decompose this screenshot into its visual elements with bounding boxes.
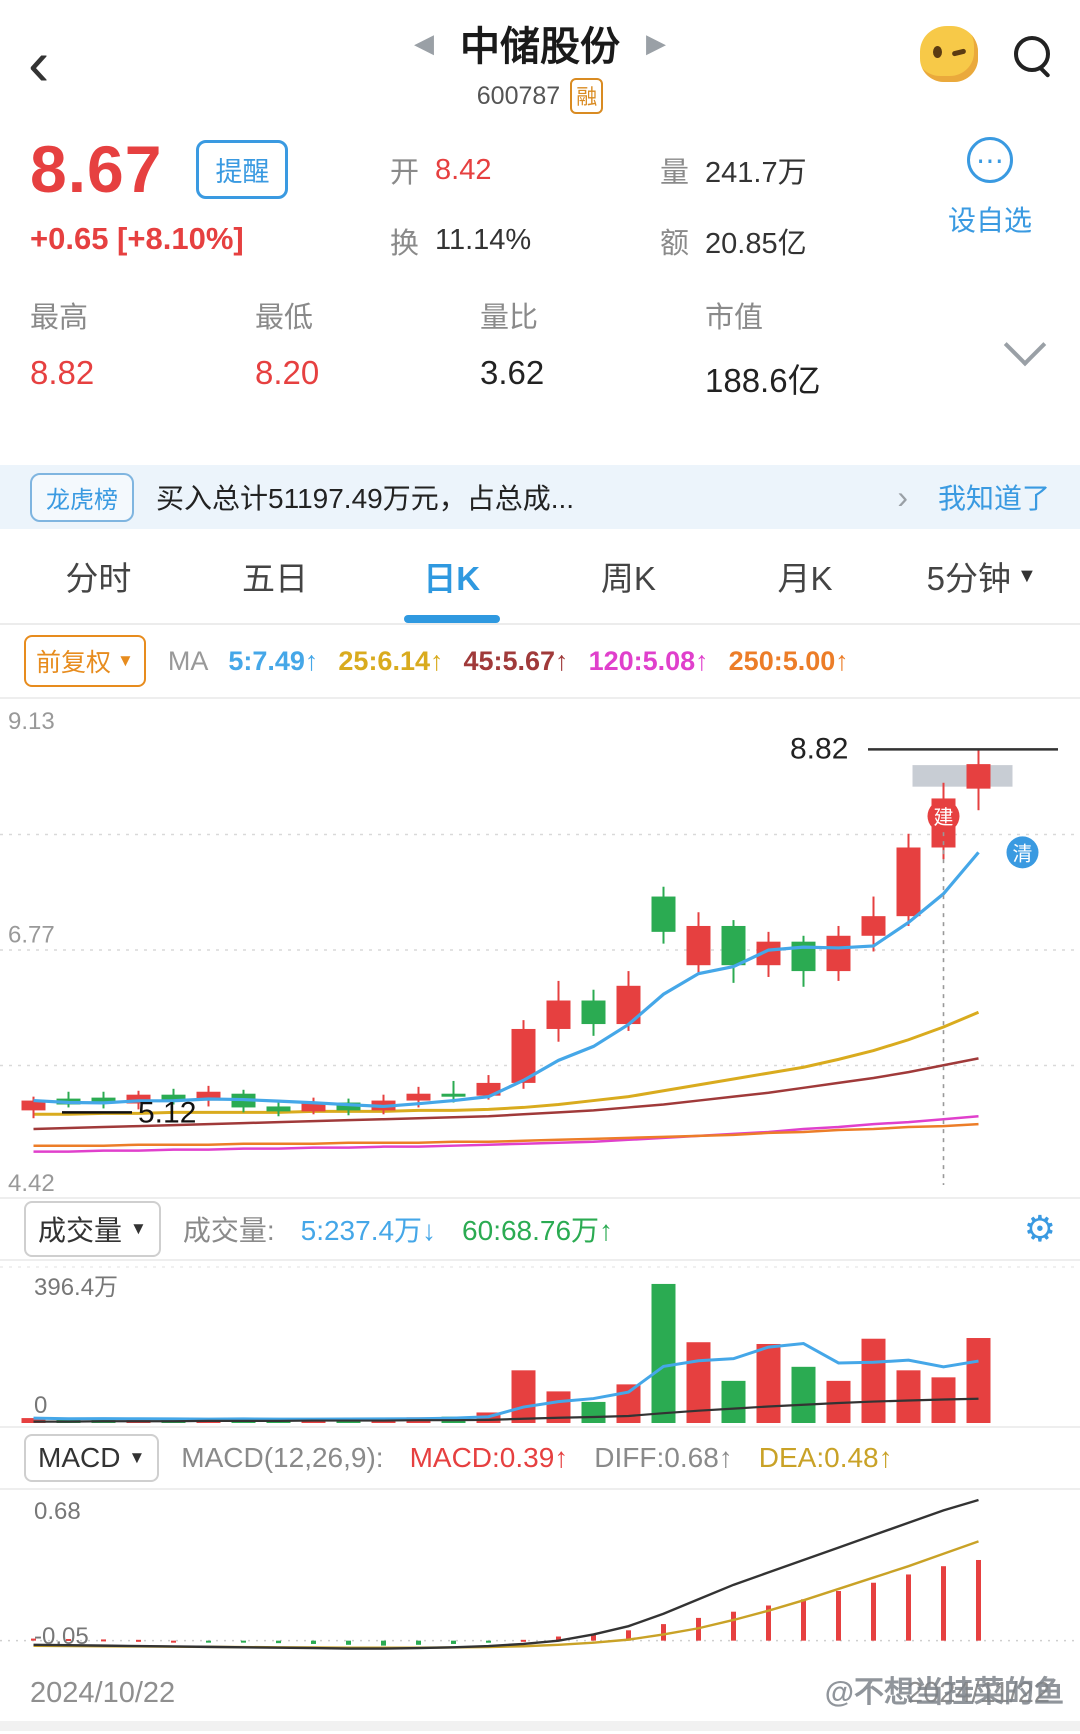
macd-header: MACD ▼ MACD(12,26,9): MACD:0.39↑ DIFF:0.6…	[0, 1426, 1080, 1490]
ma-legend-row: 前复权 ▼ MA 5:7.49↑ 25:6.14↑ 45:5.67↑ 120:5.…	[0, 625, 1080, 697]
diff-value-legend: DIFF:0.68↑	[594, 1442, 733, 1473]
adjust-mode-selector[interactable]: 前复权 ▼	[24, 635, 146, 687]
stat-market-cap: 市值 188.6亿	[705, 302, 821, 399]
svg-text:6.77: 6.77	[8, 921, 55, 948]
macd-min-label: -0.05	[34, 1623, 89, 1650]
chevron-right-icon: ›	[897, 478, 908, 515]
prev-stock-icon[interactable]: ◀	[414, 27, 434, 58]
volume-indicator-selector[interactable]: 成交量 ▼	[24, 1201, 161, 1257]
open-label: 开	[390, 157, 420, 190]
next-stock-icon[interactable]: ▶	[646, 27, 666, 58]
stat-volume-ratio: 量比 3.62	[480, 302, 545, 391]
svg-text:清: 清	[1013, 842, 1033, 865]
date-axis: 2024/10/22 2024/11/22 @不想当挂菜的鱼	[0, 1665, 1080, 1721]
open-value: 8.42	[435, 153, 492, 186]
tab-monthly-k[interactable]: 月K	[777, 560, 833, 597]
stock-title: 中储股份	[460, 25, 620, 69]
ma120-legend: 120:5.08↑	[588, 645, 709, 676]
macd-max-label: 0.68	[34, 1498, 81, 1525]
end-date-label: 2024/11/22	[907, 1676, 1050, 1709]
amount-value: 20.85亿	[705, 227, 807, 260]
dropdown-icon: ▼	[130, 1219, 147, 1238]
ma-prefix: MA	[167, 645, 209, 676]
amount-label: 额	[660, 227, 690, 260]
lhb-badge: 龙虎榜	[30, 472, 134, 522]
volume-header: 成交量 ▼ 成交量: 5:237.4万↓ 60:68.76万↑ ⚙	[0, 1197, 1080, 1261]
ma5-legend: 5:7.49↑	[228, 645, 319, 676]
back-icon[interactable]: ‹	[28, 26, 50, 99]
bottom-strip	[0, 1721, 1080, 1731]
volume-max-label: 396.4万	[34, 1274, 119, 1301]
macd-canvas	[0, 1498, 1080, 1650]
alert-button[interactable]: 提醒	[196, 139, 289, 199]
svg-text:5.12: 5.12	[138, 1096, 196, 1129]
turnover-value: 11.14%	[435, 224, 532, 257]
period-tabs: 分时 五日 日K 周K 月K 5分钟 ▼	[0, 529, 1080, 625]
macd-value-legend: MACD:0.39↑	[409, 1442, 569, 1473]
dropdown-icon: ▼	[1016, 564, 1037, 587]
ma250-legend: 250:5.00↑	[728, 645, 849, 676]
svg-text:建: 建	[934, 806, 954, 829]
volume-zero-label: 0	[34, 1392, 48, 1419]
volume-chart[interactable]: 396.4万 0	[0, 1261, 1080, 1426]
last-price: 8.67	[30, 132, 163, 206]
watermark: @不想当挂菜的鱼	[824, 1676, 1064, 1709]
volume-ma5-legend: 5:237.4万↓	[300, 1215, 437, 1246]
gear-icon[interactable]: ⚙	[1023, 1208, 1056, 1250]
lhb-text: 买入总计51197.49万元，占总成...	[156, 483, 575, 514]
volume-title: 成交量:	[182, 1215, 275, 1246]
more-icon[interactable]: ⋯	[967, 137, 1013, 183]
dragon-tiger-banner[interactable]: 龙虎榜 买入总计51197.49万元，占总成... › 我知道了	[0, 465, 1080, 529]
svg-text:9.13: 9.13	[8, 708, 55, 735]
volume-label: 量	[660, 157, 690, 190]
svg-text:4.42: 4.42	[8, 1170, 55, 1197]
price-change: +0.65 [+8.10%]	[30, 221, 244, 256]
tab-weekly-k[interactable]: 周K	[600, 560, 656, 597]
tab-minute[interactable]: 分时	[65, 560, 132, 597]
search-icon[interactable]	[1012, 34, 1052, 74]
tab-five-day[interactable]: 五日	[242, 560, 308, 597]
tab-daily-k[interactable]: 日K	[363, 529, 540, 623]
dropdown-icon: ▼	[117, 651, 134, 670]
stat-high: 最高 8.82	[30, 302, 95, 391]
candlestick-chart[interactable]: 9.13 6.77 4.42 5.12 8.82 建清	[0, 697, 1080, 1197]
macd-params: MACD(12,26,9):	[181, 1442, 384, 1473]
add-watchlist-button[interactable]: 设自选	[947, 205, 1032, 236]
dea-value-legend: DEA:0.48↑	[758, 1442, 893, 1473]
chevron-down-icon[interactable]	[1003, 323, 1047, 367]
stat-low: 最低 8.20	[255, 302, 320, 391]
volume-ma60-legend: 60:68.76万↑	[462, 1215, 614, 1246]
stats-row: 最高 8.82 最低 8.20 量比 3.62 市值 188.6亿	[0, 290, 1080, 435]
mascot-icon[interactable]	[920, 26, 978, 82]
volume-canvas	[0, 1266, 1080, 1423]
margin-trading-badge: 融	[570, 78, 604, 114]
ma45-legend: 45:5.67↑	[463, 645, 569, 676]
tab-5min-selector[interactable]: 5分钟 ▼	[926, 560, 1037, 597]
svg-text:8.82: 8.82	[790, 732, 848, 765]
macd-indicator-selector[interactable]: MACD ▼	[24, 1434, 160, 1482]
app-header: ‹ ◀ 中储股份 ▶ 600787 融	[0, 0, 1080, 125]
title-block: ◀ 中储股份 ▶ 600787 融	[414, 14, 666, 114]
stock-code: 600787	[476, 81, 561, 110]
kchart-canvas: 9.13 6.77 4.42 5.12 8.82 建清	[0, 708, 1080, 1197]
lhb-dismiss-button[interactable]: 我知道了	[937, 483, 1050, 514]
macd-chart[interactable]: 0.68 -0.05	[0, 1490, 1080, 1665]
quote-block: 8.67 提醒 +0.65 [+8.10%] 开 8.42 量 241.7万 换…	[0, 125, 1080, 290]
dropdown-icon: ▼	[128, 1448, 146, 1467]
volume-value: 241.7万	[705, 157, 807, 190]
start-date-label: 2024/10/22	[30, 1676, 176, 1709]
turnover-label: 换	[390, 227, 420, 260]
ma25-legend: 25:6.14↑	[338, 645, 444, 676]
